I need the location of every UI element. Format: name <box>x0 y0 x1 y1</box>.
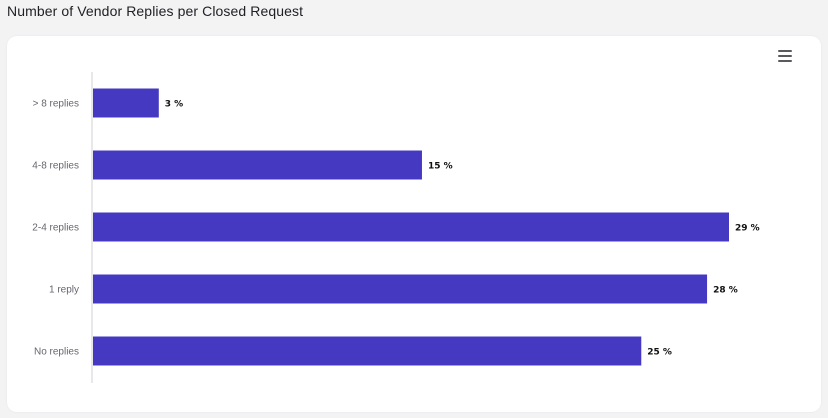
category-label: 2-4 replies <box>32 223 79 234</box>
bar-4[interactable] <box>93 336 642 366</box>
category-labels: > 8 replies 4-8 replies 2-4 replies 1 reply… <box>32 99 79 358</box>
bars-layer <box>93 88 729 366</box>
bar-1[interactable] <box>93 150 422 180</box>
value-label: 28 % <box>713 286 738 296</box>
value-labels: 3 % 15 % 29 % 28 % 25 % <box>165 100 760 358</box>
bar-2[interactable] <box>93 212 729 242</box>
hamburger-menu-icon[interactable] <box>777 48 793 64</box>
value-label: 29 % <box>735 224 760 234</box>
bar-3[interactable] <box>93 274 708 304</box>
category-label: > 8 replies <box>33 99 79 110</box>
page-title: Number of Vendor Replies per Closed Requ… <box>7 3 304 19</box>
category-label: 4-8 replies <box>32 161 79 172</box>
value-label: 25 % <box>647 348 672 358</box>
category-label: No replies <box>34 347 79 358</box>
value-label: 15 % <box>428 162 453 172</box>
value-label: 3 % <box>165 100 183 110</box>
bar-0[interactable] <box>93 88 159 118</box>
category-label: 1 reply <box>49 285 79 296</box>
